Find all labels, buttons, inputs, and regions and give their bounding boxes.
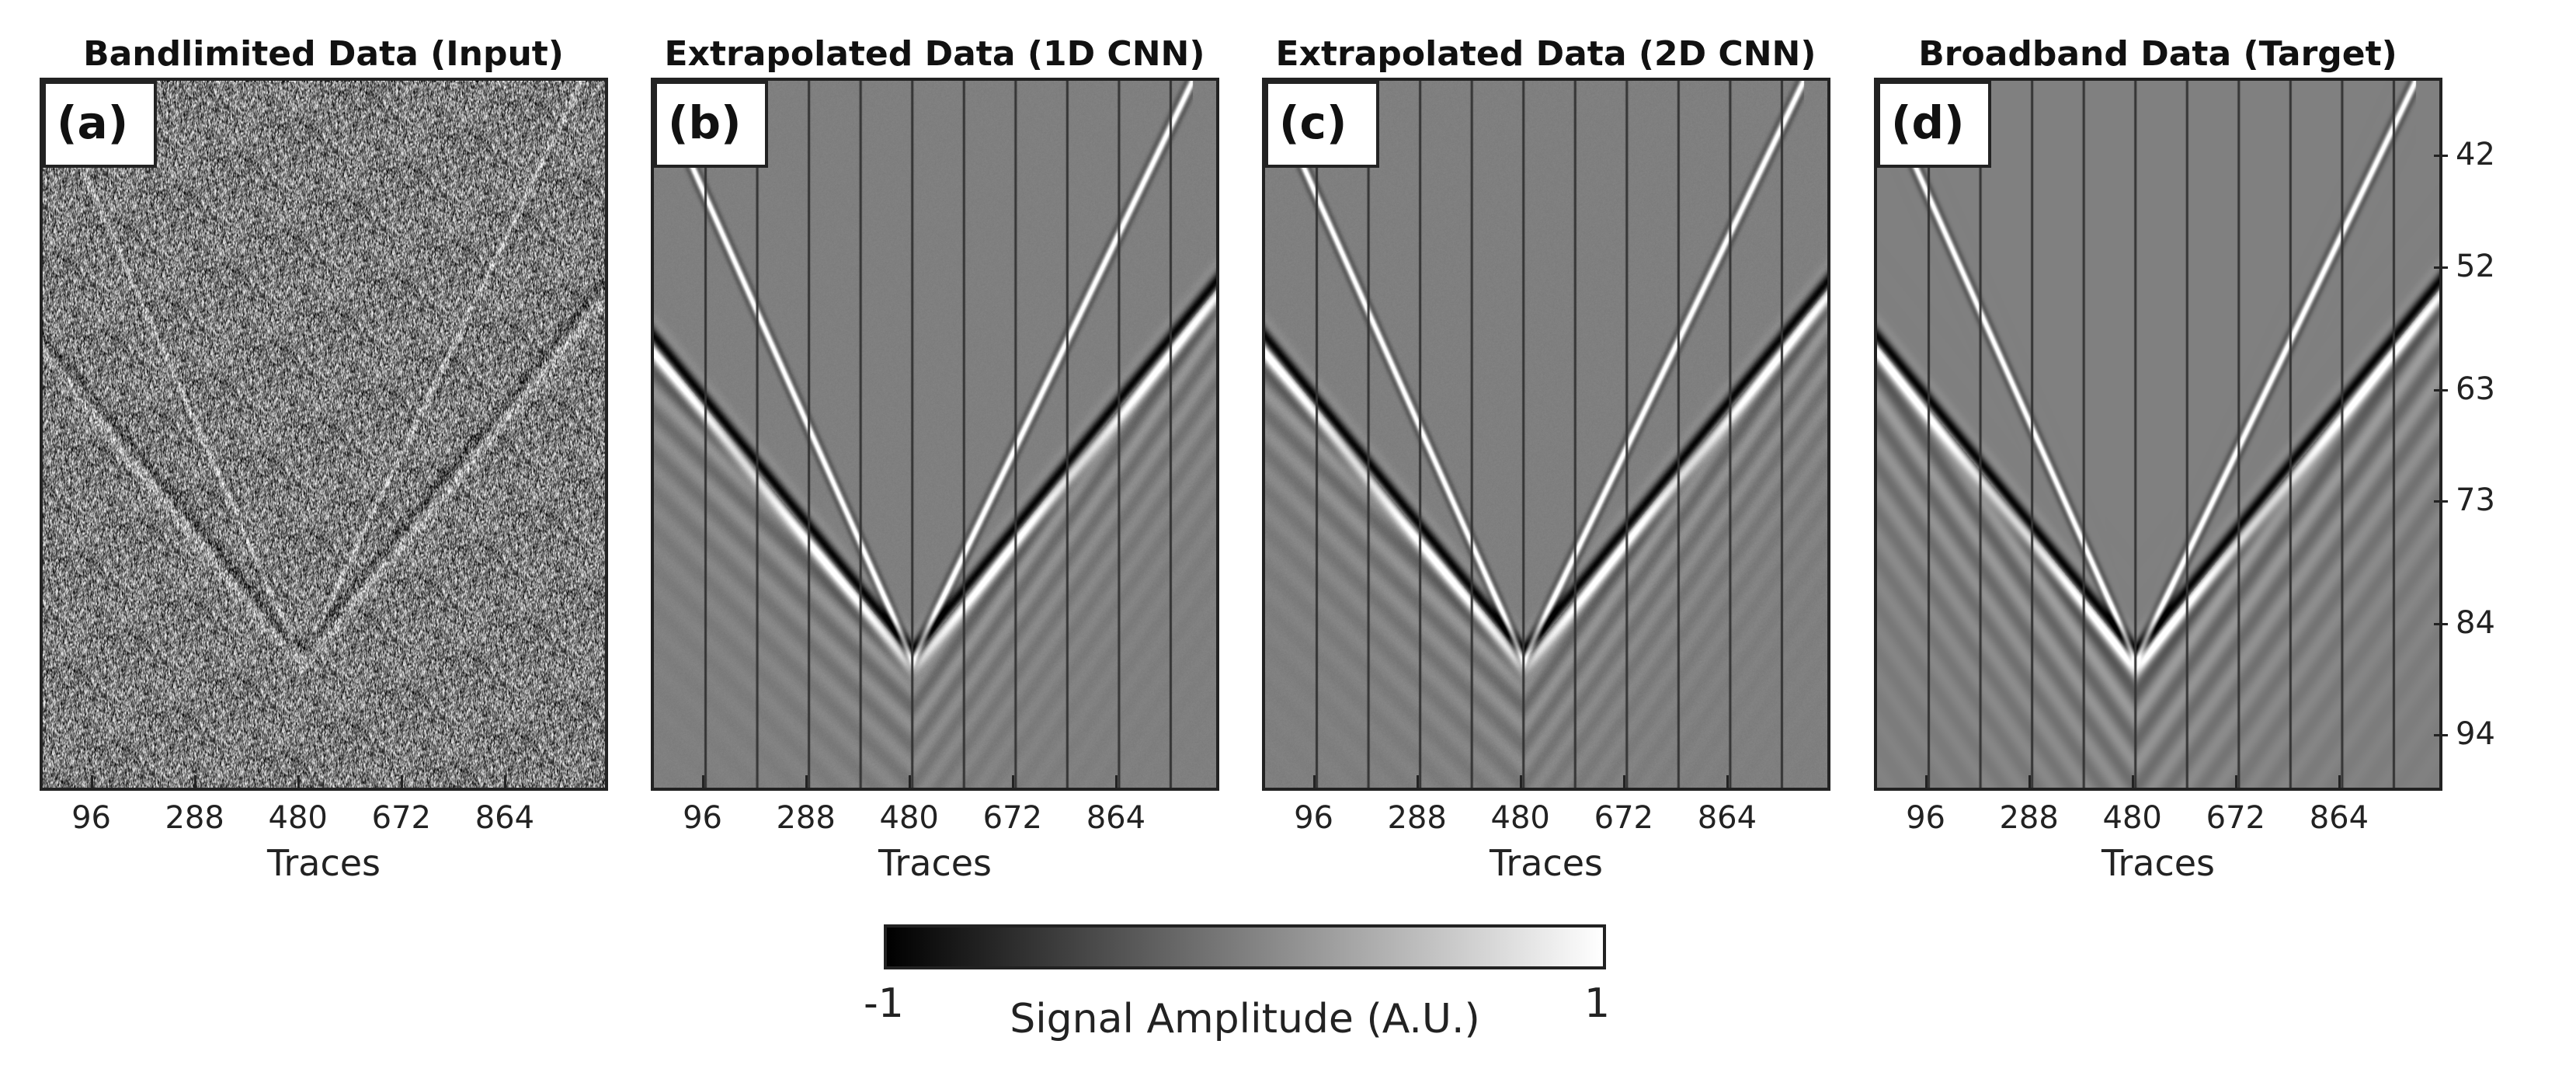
heatmap-image bbox=[1877, 81, 2439, 788]
x-tick-mark bbox=[2234, 775, 2237, 788]
x-axis-label: Traces bbox=[878, 842, 992, 884]
x-tick-mark bbox=[2028, 775, 2031, 788]
x-tick-label: 672 bbox=[371, 800, 431, 836]
x-tick-label: 864 bbox=[2309, 800, 2369, 836]
heatmap-plot: (d) bbox=[1874, 78, 2442, 791]
x-tick-label: 288 bbox=[165, 800, 224, 836]
panel-title: Extrapolated Data (1D CNN) bbox=[664, 34, 1205, 74]
panel-title: Extrapolated Data (2D CNN) bbox=[1275, 34, 1816, 74]
panel-title: Bandlimited Data (Input) bbox=[83, 34, 564, 74]
y-tick-mark bbox=[2434, 388, 2448, 392]
x-tick-label: 672 bbox=[2206, 800, 2265, 836]
y-tick-mark bbox=[2434, 622, 2448, 625]
colorbar bbox=[884, 924, 1606, 969]
x-tick-mark bbox=[1726, 775, 1729, 788]
x-tick-label: 288 bbox=[1387, 800, 1447, 836]
x-tick-label: 480 bbox=[1490, 800, 1550, 836]
y-tick-label: 73 bbox=[2456, 482, 2495, 519]
x-tick-label: 96 bbox=[683, 800, 722, 836]
x-tick-mark bbox=[297, 775, 300, 788]
y-tick-label: 52 bbox=[2456, 248, 2495, 284]
x-tick-label: 96 bbox=[71, 800, 111, 836]
heatmap-plot: (a) bbox=[40, 78, 608, 791]
heatmap-plot: (c) bbox=[1262, 78, 1830, 791]
x-tick-mark bbox=[1312, 775, 1316, 788]
colorbar-min-label: -1 bbox=[864, 980, 904, 1027]
y-tick-mark bbox=[2434, 155, 2448, 158]
x-tick-mark bbox=[2131, 775, 2134, 788]
panel-label: (a) bbox=[43, 81, 157, 168]
x-tick-mark bbox=[400, 775, 403, 788]
heatmap-image bbox=[1265, 81, 1827, 788]
x-axis-label: Traces bbox=[2101, 842, 2215, 884]
x-tick-mark bbox=[805, 775, 808, 788]
x-tick-label: 864 bbox=[1697, 800, 1757, 836]
x-tick-label: 672 bbox=[1594, 800, 1653, 836]
x-tick-mark bbox=[503, 775, 506, 788]
y-tick-label: 42 bbox=[2456, 137, 2495, 173]
x-tick-label: 288 bbox=[1999, 800, 2059, 836]
x-tick-mark bbox=[1519, 775, 1522, 788]
colorbar-label: Signal Amplitude (A.U.) bbox=[1010, 996, 1480, 1042]
x-tick-mark bbox=[193, 775, 196, 788]
heatmap-image bbox=[43, 81, 605, 788]
colorbar-max-label: 1 bbox=[1584, 980, 1611, 1027]
y-tick-label: 94 bbox=[2456, 716, 2495, 753]
x-tick-label: 864 bbox=[475, 800, 535, 836]
x-tick-label: 96 bbox=[1294, 800, 1333, 836]
x-tick-mark bbox=[1924, 775, 1928, 788]
x-tick-mark bbox=[908, 775, 911, 788]
x-axis-label: Traces bbox=[1490, 842, 1603, 884]
panel-label: (b) bbox=[654, 81, 768, 168]
x-tick-mark bbox=[1416, 775, 1419, 788]
x-tick-mark bbox=[2338, 775, 2341, 788]
x-tick-mark bbox=[1622, 775, 1625, 788]
y-tick-mark bbox=[2434, 266, 2448, 269]
x-tick-label: 480 bbox=[2102, 800, 2162, 836]
x-tick-mark bbox=[1011, 775, 1014, 788]
y-tick-mark bbox=[2434, 500, 2448, 503]
x-tick-label: 864 bbox=[1086, 800, 1146, 836]
x-tick-label: 480 bbox=[268, 800, 328, 836]
heatmap-image bbox=[654, 81, 1216, 788]
x-axis-label: Traces bbox=[267, 842, 381, 884]
x-tick-mark bbox=[701, 775, 704, 788]
panel-title: Broadband Data (Target) bbox=[1918, 34, 2397, 74]
x-tick-label: 288 bbox=[776, 800, 836, 836]
panel-label: (d) bbox=[1877, 81, 1991, 168]
y-tick-label: 84 bbox=[2456, 604, 2495, 641]
x-tick-label: 96 bbox=[1906, 800, 1945, 836]
y-tick-label: 63 bbox=[2456, 371, 2495, 407]
y-tick-mark bbox=[2434, 734, 2448, 737]
heatmap-plot: (b) bbox=[651, 78, 1219, 791]
x-tick-label: 672 bbox=[982, 800, 1042, 836]
x-tick-label: 480 bbox=[879, 800, 939, 836]
x-tick-mark bbox=[90, 775, 93, 788]
panel-label: (c) bbox=[1265, 81, 1379, 168]
x-tick-mark bbox=[1114, 775, 1118, 788]
